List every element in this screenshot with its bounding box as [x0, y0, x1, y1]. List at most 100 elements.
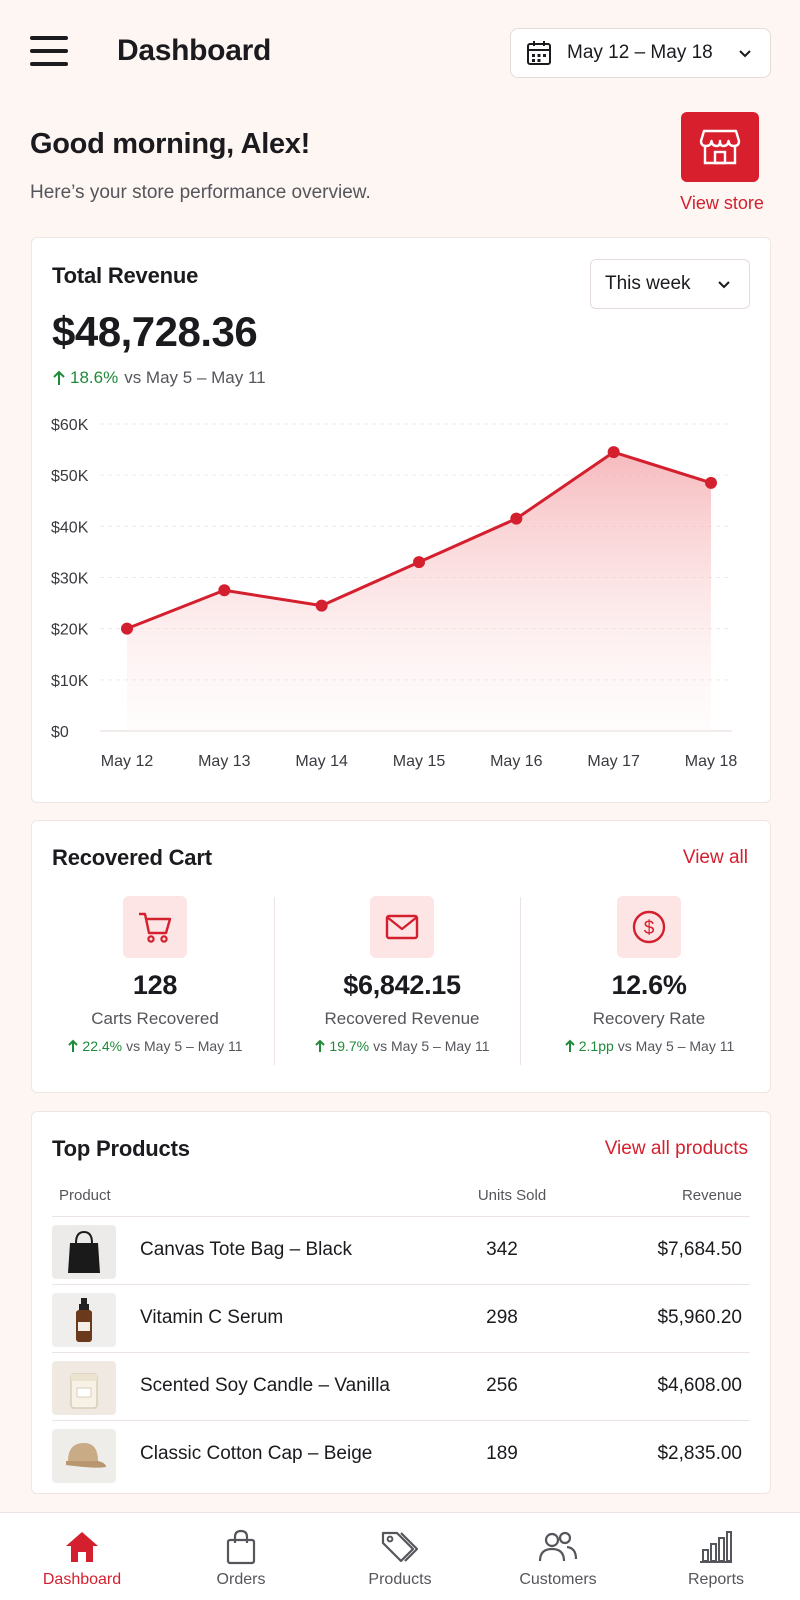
metric-divider — [274, 897, 275, 1065]
y-tick-label: $60K — [51, 417, 89, 434]
metric-change: 19.7% vs May 5 – May 11 — [279, 1038, 525, 1054]
metric-change-compare: vs May 5 – May 11 — [373, 1038, 490, 1054]
table-row[interactable]: Scented Soy Candle – Vanilla 256 $4,608.… — [52, 1352, 750, 1420]
metric-label: Carts Recovered — [91, 1009, 219, 1028]
metric-change-pct: 19.7% — [329, 1038, 370, 1054]
greeting-subtitle: Here’s your store performance overview. — [30, 182, 371, 203]
store-icon — [699, 129, 741, 165]
nav-dashboard[interactable]: Dashboard — [2, 1513, 162, 1600]
chart-point-may-16[interactable] — [510, 512, 523, 525]
candle-icon — [52, 1361, 116, 1415]
top-bar: Dashboard May 12 – May 18 — [0, 0, 800, 105]
chevron-down-icon — [718, 281, 730, 289]
tag-icon — [378, 1527, 422, 1567]
nav-orders[interactable]: Orders — [161, 1513, 321, 1600]
bottom-nav: Dashboard Orders Products Customers Repo… — [0, 1512, 800, 1600]
svg-text:$: $ — [644, 918, 655, 939]
product-revenue: $5,960.20 — [657, 1307, 742, 1328]
nav-label: Reports — [687, 1571, 745, 1588]
view-all-link[interactable]: View all — [682, 847, 748, 868]
product-name: Classic Cotton Cap – Beige — [140, 1443, 373, 1464]
product-revenue: $7,684.50 — [657, 1239, 742, 1260]
date-range-picker[interactable]: May 12 – May 18 — [510, 28, 771, 78]
revenue-change: 18.6% vs May 5 – May 11 — [52, 368, 266, 388]
product-units: 256 — [486, 1375, 518, 1396]
x-tick-label: May 16 — [490, 753, 543, 770]
period-label: This week — [605, 273, 691, 294]
nav-customers[interactable]: Customers — [478, 1513, 638, 1600]
y-tick-label: $10K — [51, 673, 89, 690]
chart-point-may-18[interactable] — [705, 476, 717, 489]
metric-change-compare: vs May 5 – May 11 — [126, 1038, 243, 1054]
metric-value: 128 — [132, 970, 178, 1000]
nav-reports[interactable]: Reports — [636, 1513, 796, 1600]
arrow-up-icon — [68, 1039, 79, 1052]
chevron-down-icon — [739, 50, 751, 58]
y-tick-label: $0 — [51, 724, 69, 741]
revenue-change-compare: vs May 5 – May 11 — [124, 368, 266, 387]
shopping-bag-icon — [219, 1527, 263, 1567]
calendar-icon — [527, 41, 551, 65]
product-revenue: $2,835.00 — [657, 1443, 742, 1464]
table-row[interactable]: Canvas Tote Bag – Black 342 $7,684.50 — [52, 1216, 750, 1284]
y-tick-label: $30K — [51, 571, 89, 588]
chart-point-may-17[interactable] — [607, 446, 620, 459]
product-name: Canvas Tote Bag – Black — [140, 1239, 352, 1260]
cart-icon — [123, 896, 187, 958]
column-header-revenue: Revenue — [681, 1187, 742, 1204]
metric-value: 12.6% — [611, 970, 687, 1000]
view-store-button[interactable] — [681, 112, 759, 182]
view-all-products-link[interactable]: View all products — [604, 1138, 748, 1159]
table-row[interactable]: Vitamin C Serum 298 $5,960.20 — [52, 1284, 750, 1352]
product-name: Vitamin C Serum — [140, 1307, 284, 1328]
nav-label: Dashboard — [42, 1571, 122, 1588]
column-header-units: Units Sold — [477, 1187, 547, 1204]
date-range-label: May 12 – May 18 — [567, 42, 713, 63]
revenue-title: Total Revenue — [52, 263, 199, 288]
metric-label: Recovered Revenue — [324, 1009, 480, 1028]
mail-icon — [370, 896, 434, 958]
chart-point-may-15[interactable] — [413, 556, 425, 569]
metric-change-compare: vs May 5 – May 11 — [617, 1038, 735, 1054]
top-products-card: Top Products View all products Product U… — [31, 1111, 771, 1494]
tote-bag-icon — [52, 1225, 116, 1279]
y-tick-label: $20K — [51, 622, 89, 639]
column-header-product: Product — [59, 1187, 111, 1204]
view-store-link[interactable]: View store — [680, 193, 764, 213]
serum-bottle-icon — [52, 1293, 116, 1347]
metric-recovered-revenue: $6,842.15 Recovered Revenue 19.7% vs May… — [279, 896, 525, 1054]
metric-carts-recovered: 128 Carts Recovered 22.4% vs May 5 – May… — [32, 896, 278, 1054]
table-row[interactable]: Classic Cotton Cap – Beige 189 $2,835.00 — [52, 1420, 750, 1488]
period-select[interactable]: This week — [590, 259, 750, 309]
chart-point-may-13[interactable] — [218, 584, 231, 597]
revenue-change-pct: 18.6% — [70, 368, 119, 387]
nav-label: Orders — [216, 1571, 266, 1588]
product-name: Scented Soy Candle – Vanilla — [140, 1375, 390, 1396]
metric-recovery-rate: $ 12.6% Recovery Rate 2.1pp vs May 5 – M… — [526, 896, 772, 1054]
x-tick-label: May 15 — [393, 753, 446, 770]
recovered-cart-title: Recovered Cart — [52, 845, 212, 870]
y-tick-label: $40K — [51, 519, 89, 536]
chart-point-may-14[interactable] — [315, 599, 328, 612]
recovered-cart-card: Recovered Cart View all 128 Carts Recove… — [31, 820, 771, 1093]
metric-change-pct: 2.1pp — [578, 1038, 614, 1054]
revenue-chart: $60K $50K $40K $30K $20K $10K $0 May 12 May 13 M… — [51, 417, 737, 770]
y-tick-label: $50K — [51, 468, 89, 485]
page-title: Dashboard — [117, 34, 271, 67]
nav-label: Customers — [519, 1571, 597, 1588]
nav-products[interactable]: Products — [320, 1513, 480, 1600]
chart-point-may-12[interactable] — [121, 622, 133, 635]
menu-icon[interactable] — [30, 36, 70, 68]
greeting-title: Good morning, Alex! — [30, 128, 310, 160]
x-tick-label: May 12 — [101, 753, 154, 770]
dollar-circle-icon: $ — [617, 896, 681, 958]
product-revenue: $4,608.00 — [657, 1375, 742, 1396]
metric-value: $6,842.15 — [343, 970, 461, 1000]
top-products-title: Top Products — [52, 1136, 190, 1161]
x-tick-label: May 17 — [587, 753, 640, 770]
product-units: 298 — [486, 1307, 518, 1328]
product-units: 189 — [486, 1443, 518, 1464]
users-icon — [536, 1527, 580, 1567]
metric-change: 22.4% vs May 5 – May 11 — [32, 1038, 278, 1054]
total-revenue-card: Total Revenue This week $48,728.36 18.6%… — [31, 237, 771, 803]
